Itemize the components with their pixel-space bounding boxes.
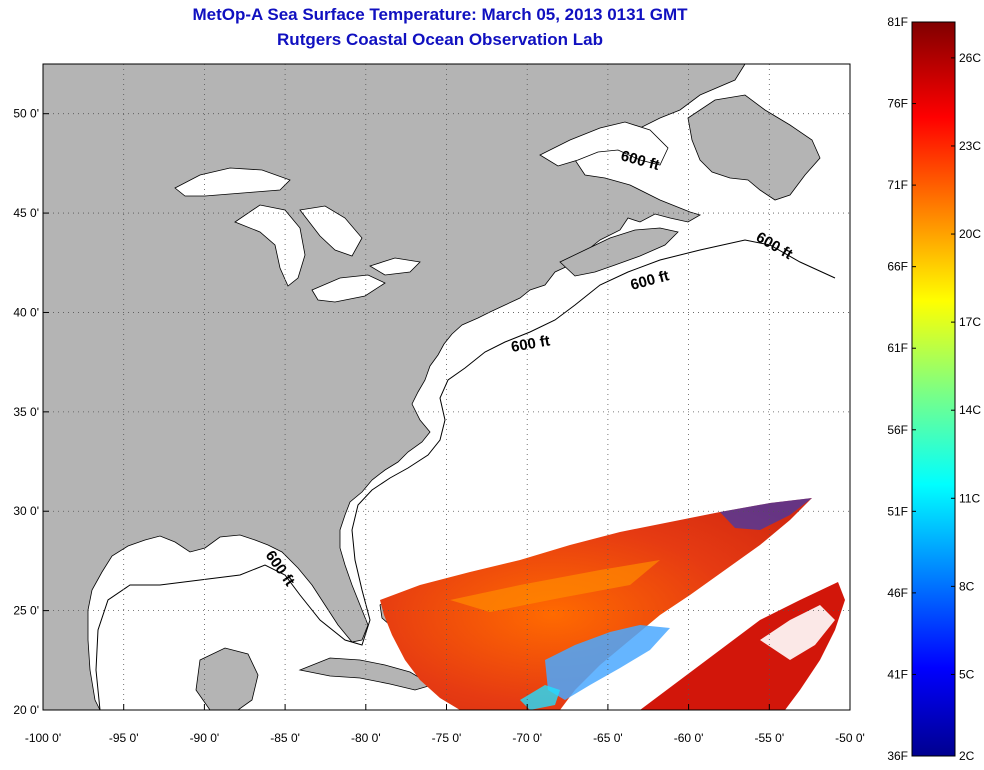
colorbar-f-label: 36F [887, 749, 908, 763]
x-tick-label: -100 0' [25, 731, 61, 745]
colorbar-c-label: 23C [959, 139, 981, 153]
y-tick-label: 30 0' [13, 504, 39, 518]
colorbar-f-label: 66F [887, 260, 908, 274]
land-north-america [42, 63, 746, 711]
colorbar-f-label: 61F [887, 341, 908, 355]
colorbar-c-label: 2C [959, 749, 975, 763]
x-tick-label: -50 0' [835, 731, 865, 745]
colorbar-c-label: 5C [959, 667, 975, 681]
x-tick-label: -60 0' [674, 731, 704, 745]
land-nova-scotia [559, 227, 679, 277]
y-tick-label: 40 0' [13, 305, 39, 319]
land-newfoundland [687, 94, 821, 201]
y-tick-label: 20 0' [13, 703, 39, 717]
y-tick-label: 45 0' [13, 206, 39, 220]
isobath-label: 600 ft [510, 332, 552, 356]
colorbar-f-label: 46F [887, 586, 908, 600]
colorbar-f-label: 76F [887, 97, 908, 111]
sst-swath [380, 498, 845, 710]
colorbar-c-label: 17C [959, 315, 981, 329]
colorbar [911, 21, 956, 757]
colorbar-f-label: 51F [887, 504, 908, 518]
x-tick-label: -85 0' [270, 731, 300, 745]
colorbar-f-label: 41F [887, 667, 908, 681]
colorbar-c-label: 26C [959, 51, 981, 65]
colorbar-f-label: 71F [887, 178, 908, 192]
x-tick-label: -70 0' [512, 731, 542, 745]
colorbar-c-label: 20C [959, 227, 981, 241]
x-tick-label: -90 0' [190, 731, 220, 745]
great-lakes [174, 167, 421, 303]
colorbar-c-label: 11C [959, 491, 980, 505]
x-tick-label: -80 0' [351, 731, 381, 745]
colorbar-f-label: 56F [887, 423, 908, 437]
y-tick-label: 50 0' [13, 107, 39, 121]
isobath-600ft [95, 239, 836, 711]
x-tick-label: -65 0' [593, 731, 623, 745]
gulf-st-lawrence [539, 121, 669, 167]
y-tick-label: 25 0' [13, 604, 39, 618]
x-tick-label: -55 0' [754, 731, 784, 745]
colorbar-c-label: 8C [959, 579, 975, 593]
colorbar-f-label: 81F [887, 15, 908, 29]
map-subtitle: Rutgers Coastal Ocean Observation Lab [277, 30, 603, 49]
x-tick-label: -95 0' [109, 731, 139, 745]
y-tick-label: 35 0' [13, 405, 39, 419]
map-title: MetOp-A Sea Surface Temperature: March 0… [192, 5, 688, 24]
colorbar-c-label: 14C [959, 403, 981, 417]
x-tick-label: -75 0' [432, 731, 462, 745]
